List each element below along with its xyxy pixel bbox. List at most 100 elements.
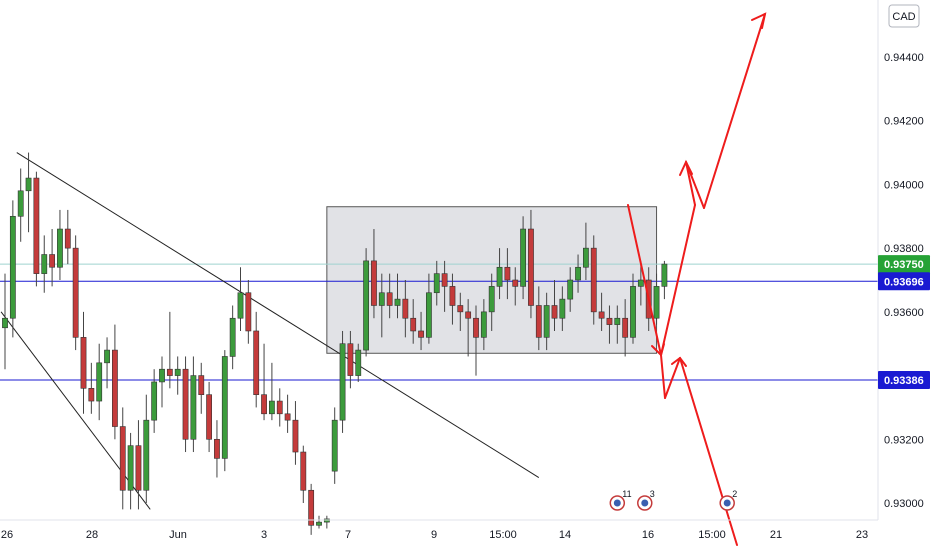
candle	[64, 209, 71, 265]
event-count: 2	[732, 489, 737, 499]
time-tick-label: 14	[559, 529, 571, 541]
candle-body	[457, 305, 464, 313]
candle-body	[166, 368, 173, 376]
price-tick-label: 0.93600	[884, 307, 924, 319]
candle-body	[221, 356, 228, 459]
candle-body	[582, 247, 589, 268]
currency-box[interactable]	[888, 4, 920, 28]
price-tick-label: 0.93200	[884, 434, 924, 446]
candle	[159, 356, 165, 408]
candle-body	[614, 317, 621, 325]
candle	[606, 305, 613, 344]
candle	[88, 362, 95, 414]
level-2-price-tag-value: 0.93386	[884, 375, 924, 387]
candle-body	[575, 266, 581, 281]
candle	[575, 254, 581, 293]
candle-body	[308, 489, 315, 526]
time-tick-label: 15:00	[698, 529, 726, 541]
candle-body	[606, 317, 613, 325]
time-axis[interactable]: 26 28 Jun 3 7 9 15:00 14 16 15:00 21 23	[0, 519, 878, 541]
candle-body	[206, 394, 212, 440]
candle-body	[25, 177, 32, 192]
candle-body	[119, 426, 126, 491]
candle	[480, 299, 487, 351]
currency-selector[interactable]: CAD	[888, 4, 920, 28]
candle	[80, 311, 87, 414]
candle	[567, 267, 574, 312]
level-1-price-tag-value: 0.93696	[884, 276, 924, 288]
candle	[598, 292, 605, 331]
projection-arrow-segment	[679, 357, 738, 546]
projection-arrow-segment	[627, 204, 662, 356]
candle-body	[253, 330, 260, 395]
candle	[449, 273, 456, 325]
projection-arrow-segment	[703, 13, 766, 209]
price-tick-label: 0.94000	[884, 179, 924, 191]
candle-body	[433, 273, 440, 294]
candle-body	[174, 368, 181, 376]
candle	[386, 273, 393, 319]
trendline[interactable]	[16, 152, 540, 478]
candle	[198, 362, 205, 414]
candle-body	[661, 263, 668, 287]
candle-body	[323, 518, 330, 523]
candle-body	[355, 349, 362, 376]
candle	[355, 343, 362, 382]
projection-arrow-segment	[660, 204, 696, 356]
arrowhead	[751, 12, 767, 29]
candle	[347, 330, 354, 389]
level-2-price-tag: 0.93386	[878, 371, 930, 390]
candle	[49, 229, 55, 287]
candle	[119, 407, 126, 510]
candle-body	[276, 400, 283, 415]
economic-event-icon[interactable]: 2	[719, 489, 737, 511]
candle	[551, 280, 558, 331]
candle	[630, 273, 636, 344]
candle-body	[88, 388, 95, 402]
candle	[229, 305, 236, 370]
level-1-price-tag: 0.93696	[878, 272, 930, 291]
time-tick-label: 9	[431, 529, 437, 541]
projection-arrow-segment	[660, 354, 666, 399]
candle	[457, 292, 464, 331]
candle	[331, 407, 338, 484]
time-tick-label: 21	[770, 529, 782, 541]
candle	[653, 273, 660, 325]
event-count: 3	[650, 489, 655, 499]
candle	[25, 152, 32, 233]
projection-arrows-layer	[627, 12, 767, 546]
economic-event-icon[interactable]: 11	[609, 489, 632, 511]
price-axis[interactable]: 0.930000.932000.934000.936000.938000.940…	[877, 0, 924, 520]
candle-body	[378, 292, 385, 306]
candle	[206, 381, 212, 453]
candle	[9, 200, 16, 338]
candle-body	[418, 330, 424, 338]
candle	[371, 229, 377, 319]
time-tick-label: 3	[261, 529, 267, 541]
candle-body	[543, 305, 550, 338]
candle-body	[535, 305, 542, 338]
economic-event-icon[interactable]: 3	[637, 489, 655, 511]
candle	[418, 311, 424, 351]
candle-body	[567, 279, 574, 300]
candle	[292, 401, 299, 465]
candle-body	[653, 286, 660, 319]
candle	[425, 273, 432, 344]
candle	[174, 356, 181, 395]
candle	[237, 267, 244, 331]
candle-body	[622, 317, 629, 338]
candle-body	[590, 247, 597, 313]
candle-body	[143, 419, 150, 491]
price-tick-label: 0.94200	[884, 116, 924, 128]
candle-body	[159, 368, 165, 383]
candle-body	[496, 266, 503, 287]
projection-arrow-segment	[664, 357, 681, 399]
candle	[410, 299, 417, 344]
candle	[441, 260, 448, 312]
time-tick-label: 26	[1, 529, 13, 541]
candle-body	[104, 349, 110, 364]
candle-body	[182, 368, 189, 440]
price-tick-label: 0.93000	[884, 498, 924, 510]
